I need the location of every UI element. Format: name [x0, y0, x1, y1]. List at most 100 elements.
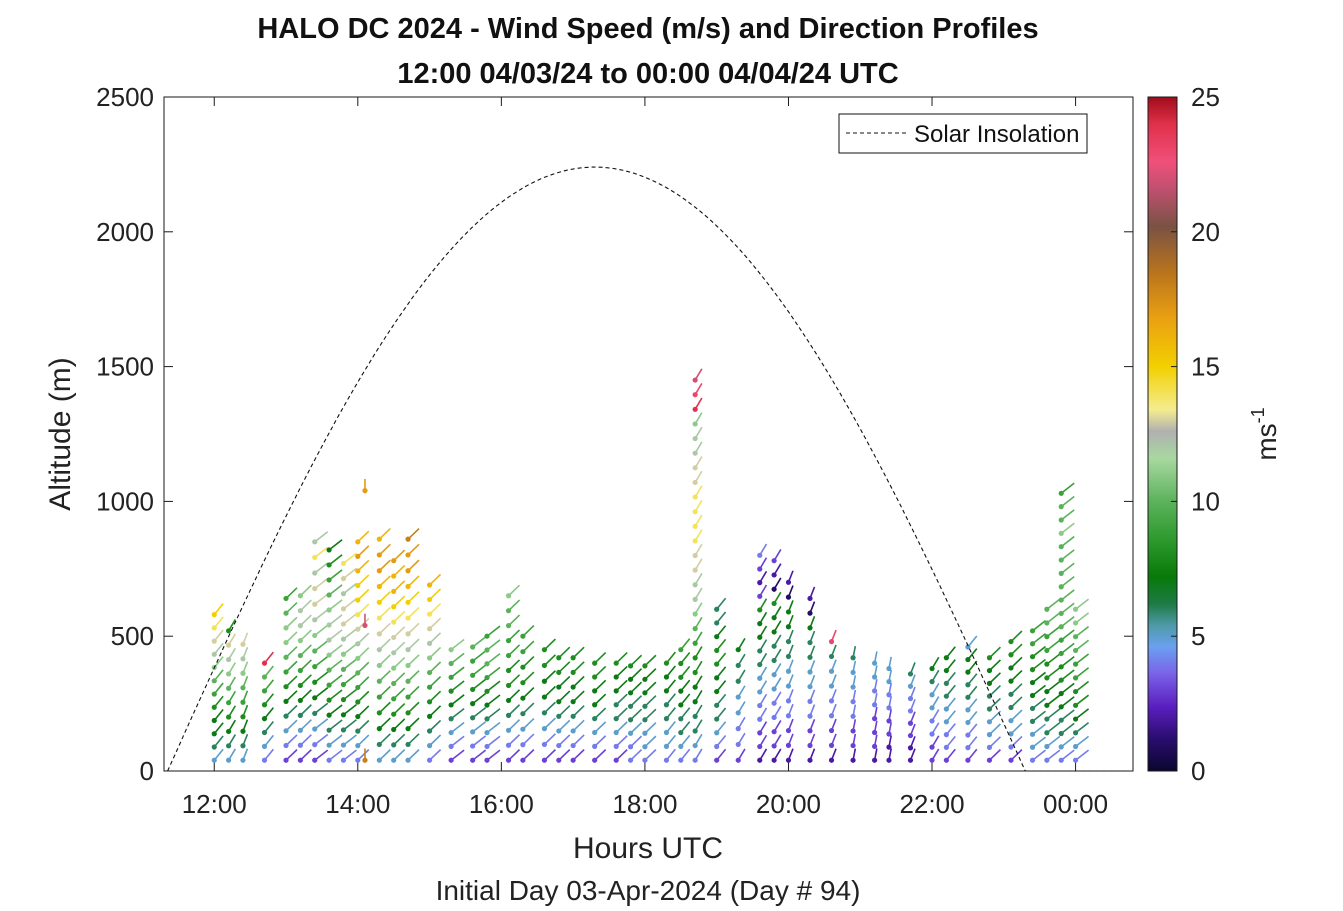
wind-point — [692, 596, 698, 602]
wind-point — [929, 692, 935, 698]
wind-point — [312, 679, 318, 685]
wind-point — [297, 757, 303, 763]
wind-point — [376, 741, 382, 748]
wind-point — [1072, 730, 1079, 736]
wind-point — [692, 552, 698, 559]
wind-point — [240, 656, 246, 662]
wind-point — [376, 726, 382, 732]
wind-point — [376, 615, 382, 621]
wind-point — [807, 669, 813, 675]
wind-point — [678, 702, 684, 708]
wind-point — [376, 536, 382, 542]
wind-point — [627, 663, 634, 669]
wind-point — [692, 392, 698, 398]
wind-point — [692, 626, 698, 632]
legend-box — [838, 113, 1088, 154]
wind-point — [520, 757, 526, 763]
wind-barb — [328, 614, 343, 626]
wind-point — [986, 757, 993, 763]
wind-point — [355, 713, 361, 720]
wind-point — [678, 660, 684, 667]
wind-point — [355, 655, 361, 661]
wind-point — [283, 639, 289, 646]
wind-point — [642, 744, 648, 750]
wind-point — [757, 634, 763, 640]
wind-point — [297, 638, 303, 644]
wind-point — [520, 680, 526, 686]
wind-point — [326, 667, 332, 673]
x-tick-label: 18:00 — [612, 789, 677, 819]
wind-point — [771, 729, 777, 735]
wind-point — [556, 728, 562, 734]
wind-barb — [1032, 671, 1047, 684]
colorbar-ramp — [1147, 96, 1178, 772]
wind-point — [872, 688, 878, 694]
wind-point — [771, 643, 777, 649]
wind-point — [484, 674, 490, 681]
wind-point — [1058, 517, 1064, 523]
wind-barb — [450, 638, 465, 651]
wind-point — [886, 692, 892, 698]
wind-point — [1058, 704, 1064, 710]
wind-point — [771, 686, 777, 692]
wind-point — [391, 588, 397, 595]
wind-point — [297, 727, 303, 733]
wind-point — [1044, 702, 1050, 708]
wind-point — [326, 697, 332, 703]
wind-point — [692, 509, 698, 515]
wind-point — [613, 729, 619, 736]
wind-point — [1008, 678, 1014, 684]
wind-point — [556, 742, 562, 749]
wind-point — [1058, 717, 1064, 723]
wind-point — [226, 757, 232, 763]
y-tick-label: 0 — [140, 756, 154, 786]
wind-point — [405, 694, 411, 700]
wind-point — [757, 689, 763, 695]
wind-point — [613, 674, 619, 680]
wind-point — [807, 742, 813, 749]
wind-point — [1058, 584, 1064, 590]
wind-point — [261, 729, 268, 736]
wind-barb — [1046, 708, 1061, 720]
wind-point — [771, 615, 777, 621]
wind-point — [642, 676, 648, 682]
colorbar-tick-label: 5 — [1191, 621, 1205, 651]
wind-barb — [1060, 669, 1075, 681]
wind-barb — [314, 593, 329, 605]
wind-point — [448, 743, 454, 749]
wind-barb — [1060, 535, 1075, 548]
wind-point — [1072, 634, 1079, 640]
wind-point — [211, 744, 217, 750]
wind-point — [426, 757, 433, 763]
wind-point — [570, 713, 576, 719]
wind-barb — [1032, 723, 1047, 735]
wind-point — [943, 655, 949, 661]
wind-point — [484, 633, 490, 639]
wind-point — [556, 655, 562, 661]
wind-point — [907, 720, 914, 726]
wind-point — [592, 729, 598, 736]
wind-point — [663, 674, 670, 680]
wind-point — [986, 719, 993, 725]
wind-point — [405, 615, 411, 621]
wind-barb — [1060, 749, 1075, 761]
wind-barb — [1075, 639, 1090, 652]
wind-barb — [314, 733, 329, 746]
wind-point — [1008, 704, 1014, 711]
wind-point — [556, 699, 562, 705]
wind-barb — [1032, 620, 1047, 632]
wind-point — [340, 636, 347, 642]
wind-point — [283, 684, 289, 690]
wind-point — [785, 698, 792, 704]
wind-point — [340, 591, 347, 597]
wind-point — [355, 612, 361, 618]
wind-barb — [1060, 656, 1075, 668]
wind-point — [828, 742, 835, 748]
wind-barb — [472, 636, 487, 648]
wind-point — [405, 647, 411, 653]
wind-barb — [328, 749, 343, 761]
wind-point — [965, 757, 971, 763]
wind-point — [355, 597, 361, 603]
wind-point — [556, 669, 562, 676]
wind-point — [714, 647, 720, 654]
